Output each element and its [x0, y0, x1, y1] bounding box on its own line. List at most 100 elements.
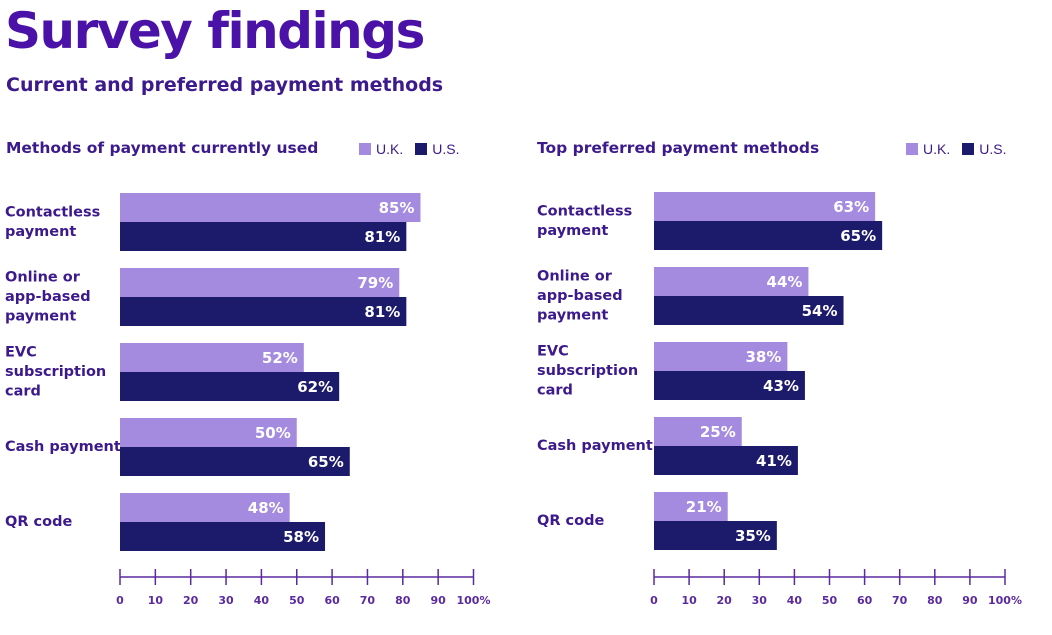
data-label: 41%	[756, 452, 792, 470]
data-label: 65%	[840, 227, 876, 245]
x-tick-label: 60	[324, 594, 340, 607]
category-label: Cash payment	[5, 439, 121, 455]
category-label-line: Online or	[5, 270, 81, 286]
x-tick-label: 90	[430, 594, 446, 607]
data-label: 44%	[767, 273, 803, 291]
chart-title-preferred: Top preferred payment methods	[537, 139, 820, 157]
category-label-line: payment	[537, 308, 608, 324]
category-label-line: EVC	[5, 345, 37, 361]
bar-uk	[654, 192, 876, 221]
x-tick-label: 80	[395, 594, 411, 607]
page-title: Survey findings	[5, 2, 425, 60]
bar-us	[120, 297, 407, 326]
page-subtitle: Current and preferred payment methods	[6, 74, 444, 96]
category-label-line: EVC	[537, 344, 569, 360]
x-tick-label: 0	[116, 594, 124, 607]
category-label-line: app-based	[5, 289, 91, 305]
bar-us	[120, 372, 340, 401]
category-label-line: payment	[5, 309, 76, 325]
category-label-line: Cash payment	[5, 439, 121, 455]
category-label-line: QR code	[5, 514, 72, 530]
data-label: 62%	[297, 378, 333, 396]
bar-uk	[120, 418, 297, 447]
legend-item-us: U.S.	[415, 141, 459, 157]
category-label: Online or app-based payment	[537, 269, 623, 324]
category-label: Contactless payment	[5, 204, 100, 240]
category-label-line: Cash payment	[537, 438, 653, 454]
legend-swatch-uk	[906, 143, 918, 155]
category-label-line: app-based	[537, 288, 623, 304]
bar-us	[654, 296, 844, 325]
x-tick-label: 60	[857, 594, 873, 607]
bar-uk	[120, 268, 400, 297]
x-tick-label: 100%	[457, 594, 491, 607]
data-label: 52%	[262, 349, 298, 367]
category-label: EVC subscription card	[5, 345, 106, 400]
x-tick-label: 70	[892, 594, 908, 607]
category-label-line: QR code	[537, 513, 604, 529]
legend-item-uk: U.K.	[359, 141, 403, 157]
x-tick-label: 80	[927, 594, 943, 607]
category-label-line: payment	[5, 224, 76, 240]
x-tick-label: 30	[218, 594, 234, 607]
legend-label-uk: U.K.	[376, 141, 404, 157]
category-label: Contactless payment	[537, 203, 632, 239]
data-label: 21%	[686, 498, 722, 516]
x-tick-label: 10	[681, 594, 697, 607]
bar-uk	[654, 267, 809, 296]
x-tick-label: 50	[822, 594, 838, 607]
category-label-line: Contactless	[537, 203, 632, 219]
x-tick-label: 90	[962, 594, 978, 607]
data-label: 63%	[833, 198, 869, 216]
category-label: QR code	[537, 513, 604, 529]
bar-uk	[120, 343, 304, 372]
bar-us	[654, 521, 777, 550]
bar-us	[120, 222, 407, 251]
bar-uk	[120, 493, 290, 522]
category-label-line: Contactless	[5, 204, 100, 220]
data-label: 79%	[357, 274, 393, 292]
bar-us	[654, 221, 883, 250]
legend-label-us: U.S.	[979, 141, 1007, 157]
legend-swatch-uk	[359, 143, 371, 155]
x-tick-label: 20	[183, 594, 199, 607]
data-label: 35%	[735, 527, 771, 545]
x-tick-label: 50	[289, 594, 305, 607]
x-tick-label: 0	[650, 594, 658, 607]
bar-us	[120, 447, 350, 476]
category-label: QR code	[5, 514, 72, 530]
data-label: 65%	[308, 453, 344, 471]
x-tick-label: 20	[717, 594, 733, 607]
data-label: 38%	[745, 348, 781, 366]
legend-item-us: U.S.	[962, 141, 1006, 157]
data-label: 81%	[364, 303, 400, 321]
category-label-line: subscription	[537, 363, 638, 379]
x-tick-label: 40	[787, 594, 803, 607]
x-tick-label: 100%	[988, 594, 1022, 607]
chart-title-current: Methods of payment currently used	[6, 139, 319, 157]
data-label: 25%	[700, 423, 736, 441]
category-label-line: subscription	[5, 364, 106, 380]
legend-label-uk: U.K.	[923, 141, 951, 157]
legend-current: U.K. U.S.	[359, 141, 471, 157]
category-label-line: card	[5, 384, 41, 400]
bar-us	[654, 446, 798, 475]
bar-us	[120, 522, 326, 551]
bar-uk	[654, 417, 742, 446]
data-label: 48%	[248, 499, 284, 517]
x-tick-label: 10	[148, 594, 164, 607]
x-tick-label: 40	[254, 594, 270, 607]
bar-uk	[654, 342, 788, 371]
data-label: 81%	[364, 228, 400, 246]
data-label: 43%	[763, 377, 799, 395]
legend-preferred: U.K. U.S.	[906, 141, 1018, 157]
legend-item-uk: U.K.	[906, 141, 950, 157]
data-label: 50%	[255, 424, 291, 442]
category-label-line: card	[537, 383, 573, 399]
data-label: 85%	[379, 199, 415, 217]
category-label-line: Online or	[537, 269, 613, 285]
data-label: 58%	[283, 528, 319, 546]
category-label: Online or app-based payment	[5, 270, 91, 325]
legend-label-us: U.S.	[432, 141, 460, 157]
